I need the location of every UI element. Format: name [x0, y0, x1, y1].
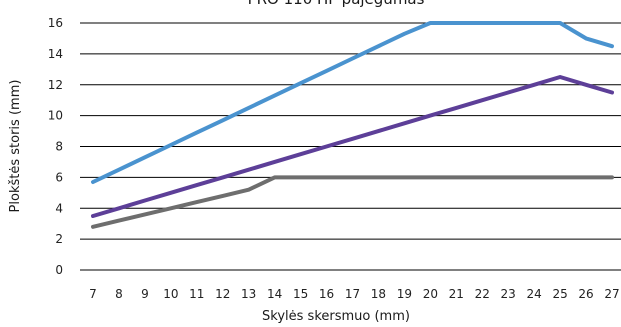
- x-tick-label: 8: [115, 287, 123, 301]
- y-axis-ticks: 0 2 4 6 8 10 12 14 16: [48, 16, 63, 277]
- x-tick-label: 7: [89, 287, 97, 301]
- chart-title: PRO 110 HF pajėgumas: [248, 0, 425, 8]
- y-tick-label: 2: [55, 232, 63, 246]
- series-lines: [91, 21, 614, 229]
- x-tick-label: 26: [578, 287, 593, 301]
- x-tick-label: 22: [475, 287, 490, 301]
- x-tick-label: 24: [527, 287, 542, 301]
- x-tick-label: 13: [241, 287, 256, 301]
- x-axis-ticks: 7 8 9 10 11 12 13 14 15 16 17 18 19 20 21 22 23 24 25 26 27: [89, 287, 619, 301]
- x-tick-label: 25: [552, 287, 567, 301]
- y-axis-title: Plokštės storis (mm): [8, 80, 23, 213]
- y-tick-label: 12: [48, 78, 63, 92]
- x-tick-label: 9: [141, 287, 149, 301]
- x-tick-label: 20: [423, 287, 438, 301]
- x-tick-label: 17: [345, 287, 360, 301]
- y-tick-label: 16: [48, 16, 63, 30]
- x-tick-label: 23: [501, 287, 516, 301]
- y-tick-label: 14: [48, 47, 63, 61]
- y-tick-label: 6: [55, 170, 63, 184]
- series-line-gray: [91, 175, 614, 229]
- x-tick-label: 19: [397, 287, 412, 301]
- y-tick-label: 8: [55, 140, 63, 154]
- x-axis-title: Skylės skersmuo (mm): [262, 309, 410, 324]
- x-tick-label: 16: [319, 287, 334, 301]
- x-tick-label: 18: [371, 287, 386, 301]
- y-tick-label: 10: [48, 109, 63, 123]
- x-tick-label: 15: [293, 287, 308, 301]
- x-tick-label: 27: [604, 287, 619, 301]
- x-tick-label: 12: [215, 287, 230, 301]
- y-tick-label: 0: [55, 263, 63, 277]
- x-tick-label: 11: [189, 287, 204, 301]
- x-tick-label: 14: [267, 287, 282, 301]
- y-tick-label: 4: [55, 201, 63, 215]
- x-tick-label: 21: [449, 287, 464, 301]
- series-line-purple: [91, 75, 614, 218]
- x-tick-label: 10: [163, 287, 178, 301]
- series-line-blue: [91, 21, 614, 184]
